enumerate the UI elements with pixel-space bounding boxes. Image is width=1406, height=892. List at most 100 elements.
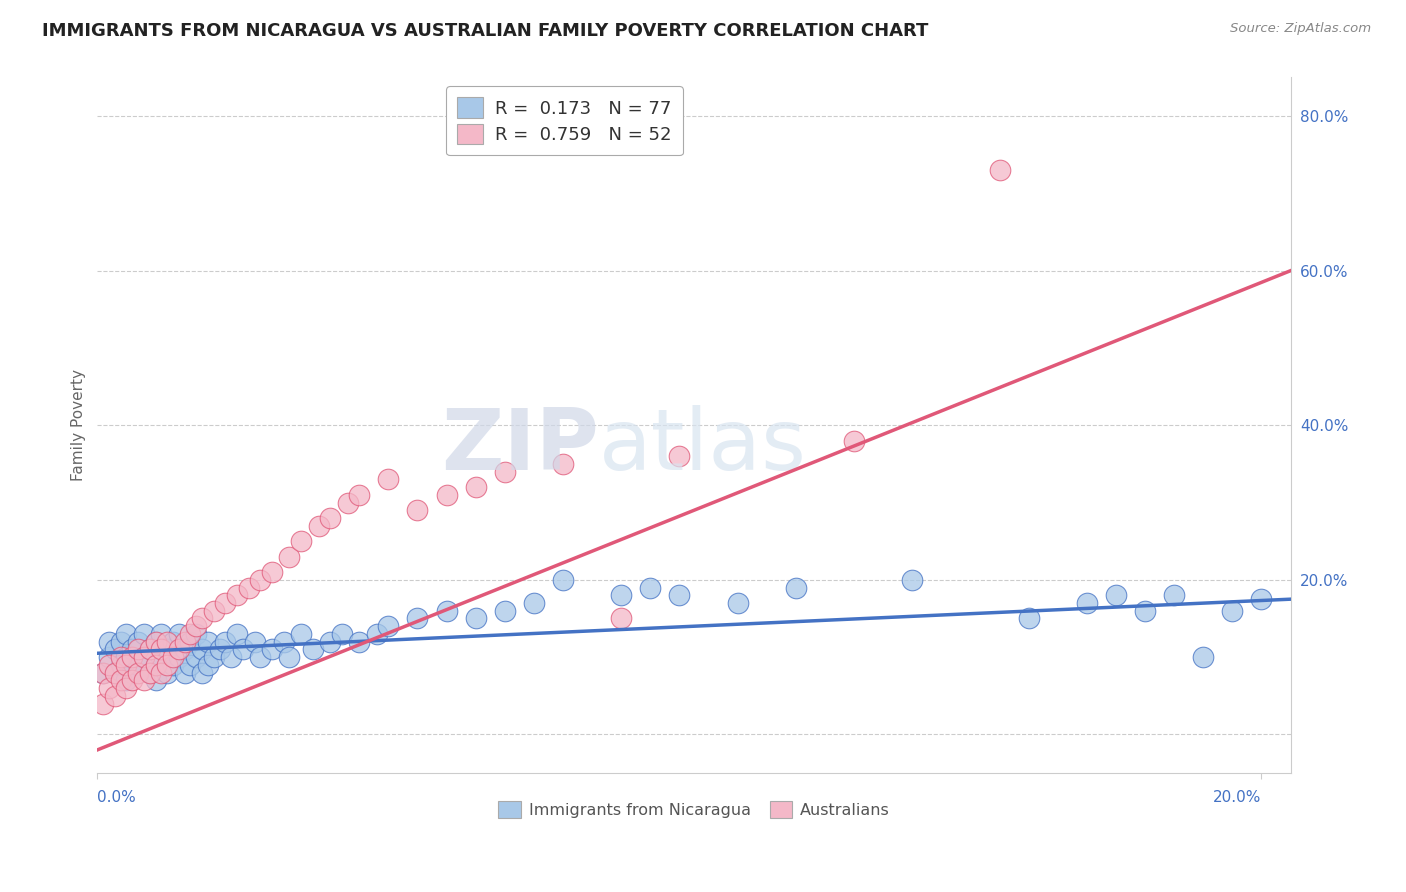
Point [377,472,399,486]
Point [668,588,690,602]
Text: Source: ZipAtlas.com: Source: ZipAtlas.com [1230,22,1371,36]
Point [132,627,155,641]
Point [138,642,160,657]
Point [138,642,160,657]
Point [464,611,486,625]
Point [1192,650,1215,665]
Point [127,634,149,648]
Point [115,681,138,695]
Point [494,465,516,479]
Point [1133,604,1156,618]
Point [191,611,214,625]
Point [145,657,167,672]
Point [156,634,179,648]
Point [145,634,167,648]
Point [162,634,184,648]
Point [156,642,179,657]
Point [494,604,516,618]
Legend: Immigrants from Nicaragua, Australians: Immigrants from Nicaragua, Australians [492,795,896,824]
Point [150,650,173,665]
Point [214,634,236,648]
Text: IMMIGRANTS FROM NICARAGUA VS AUSTRALIAN FAMILY POVERTY CORRELATION CHART: IMMIGRANTS FROM NICARAGUA VS AUSTRALIAN … [42,22,928,40]
Point [464,480,486,494]
Point [127,657,149,672]
Point [1222,604,1244,618]
Point [162,650,184,665]
Point [319,634,342,648]
Point [145,673,167,688]
Point [260,642,283,657]
Point [110,673,132,688]
Point [121,665,143,680]
Point [1076,596,1098,610]
Point [988,163,1011,178]
Point [179,634,201,648]
Point [406,611,429,625]
Point [260,565,283,579]
Point [186,619,208,633]
Point [110,650,132,665]
Point [115,657,138,672]
Point [377,619,399,633]
Point [290,534,312,549]
Point [842,434,865,448]
Point [191,665,214,680]
Point [173,634,195,648]
Point [156,665,179,680]
Point [150,642,173,657]
Point [610,611,633,625]
Point [551,457,574,471]
Point [110,634,132,648]
Point [110,657,132,672]
Point [145,634,167,648]
Point [523,596,546,610]
Point [138,665,160,680]
Point [727,596,749,610]
Point [278,650,301,665]
Point [104,689,127,703]
Point [98,650,121,665]
Point [273,634,295,648]
Point [202,650,225,665]
Point [551,573,574,587]
Point [336,495,359,509]
Point [610,588,633,602]
Point [290,627,312,641]
Point [127,665,149,680]
Point [219,650,242,665]
Point [121,650,143,665]
Point [167,642,190,657]
Point [104,642,127,657]
Point [156,657,179,672]
Point [1163,588,1185,602]
Point [197,657,219,672]
Point [1250,592,1272,607]
Point [191,642,214,657]
Point [214,596,236,610]
Point [98,657,121,672]
Point [150,627,173,641]
Point [132,650,155,665]
Text: atlas: atlas [599,405,807,488]
Point [243,634,266,648]
Point [104,665,127,680]
Point [249,650,271,665]
Point [406,503,429,517]
Point [173,642,195,657]
Point [232,642,254,657]
Point [179,627,201,641]
Point [208,642,231,657]
Point [349,488,371,502]
Y-axis label: Family Poverty: Family Poverty [72,369,86,482]
Point [138,665,160,680]
Point [115,627,138,641]
Point [91,697,114,711]
Point [436,488,458,502]
Point [162,657,184,672]
Point [640,581,662,595]
Point [150,665,173,680]
Point [1105,588,1128,602]
Point [121,642,143,657]
Text: 20.0%: 20.0% [1213,790,1261,805]
Point [91,665,114,680]
